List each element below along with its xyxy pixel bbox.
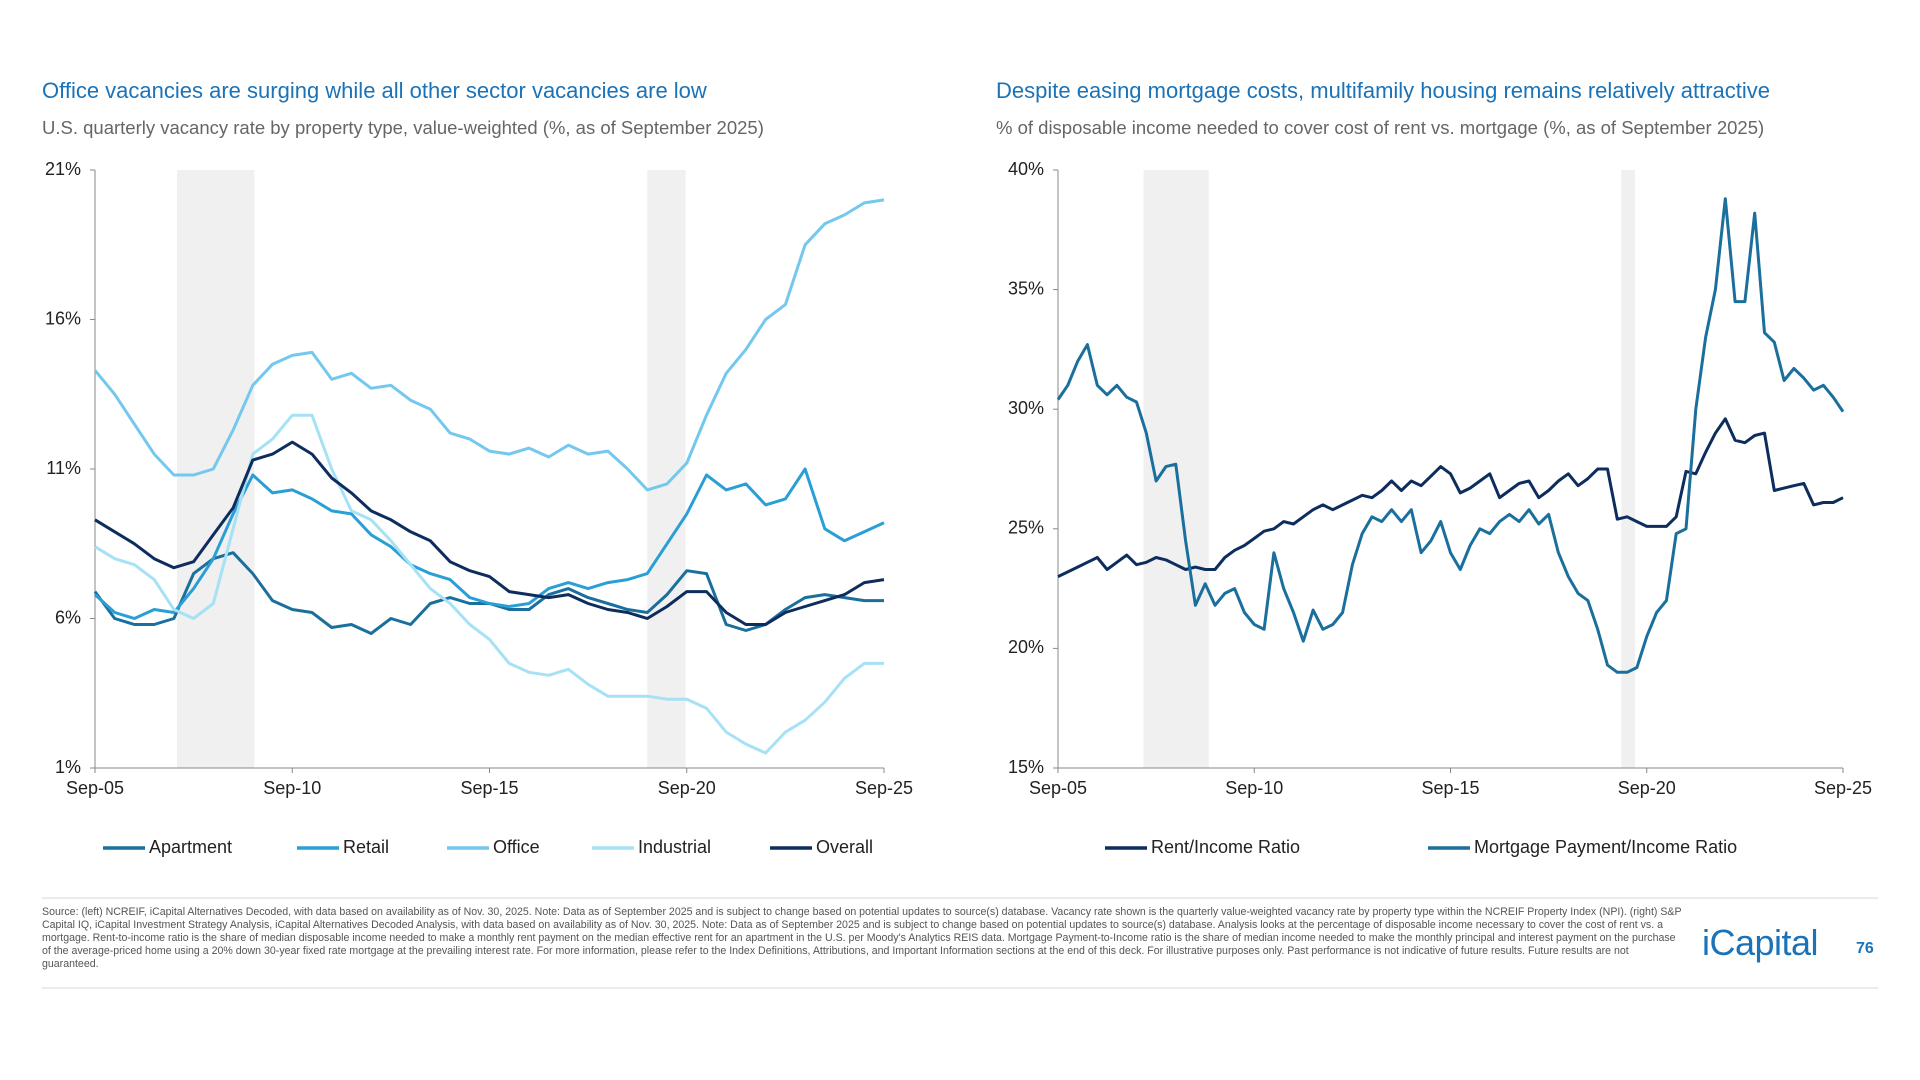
x-tick-label: Sep-05 [1029,778,1087,798]
legend-label: Rent/Income Ratio [1151,837,1300,857]
y-tick-label: 25% [1008,518,1044,538]
series-line [94,440,885,626]
x-tick-label: Sep-20 [658,778,716,798]
x-tick-label: Sep-05 [66,778,124,798]
legend-label: Industrial [638,837,711,857]
x-tick-label: Sep-15 [460,778,518,798]
y-tick-label: 16% [45,308,81,328]
x-tick-label: Sep-20 [1618,778,1676,798]
chart-subtitle: U.S. quarterly vacancy rate by property … [42,117,764,138]
legend-label: Retail [343,837,389,857]
series-line [1056,197,1845,674]
y-tick-label: 11% [46,458,81,478]
y-tick-label: 1% [55,757,81,777]
y-tick-label: 30% [1008,398,1044,418]
legend-label: Mortgage Payment/Income Ratio [1474,837,1737,857]
legend-label: Apartment [149,837,232,857]
y-tick-label: 35% [1008,278,1044,298]
series-line [93,467,885,620]
x-tick-label: Sep-10 [1225,778,1283,798]
x-tick-label: Sep-10 [263,778,321,798]
x-tick-label: Sep-15 [1421,778,1479,798]
legend-label: Office [493,837,540,857]
series-line [94,413,884,755]
y-tick-label: 15% [1008,757,1044,777]
y-tick-label: 6% [55,607,81,627]
x-tick-label: Sep-25 [855,778,913,798]
chart-subtitle: % of disposable income needed to cover c… [996,117,1764,138]
y-tick-label: 21% [45,159,81,179]
footnote: Source: (left) NCREIF, iCapital Alternat… [42,906,1682,970]
shaded-range [1621,170,1635,768]
y-tick-label: 40% [1008,159,1044,179]
x-tick-label: Sep-25 [1814,778,1872,798]
page-number: 76 [1856,940,1874,957]
chart-title: Despite easing mortgage costs, multifami… [996,78,1770,103]
chart-title: Office vacancies are surging while all o… [42,78,707,103]
shaded-range [177,170,255,768]
y-tick-label: 20% [1008,637,1044,657]
logo: iCapital [1702,922,1819,963]
legend-label: Overall [816,837,873,857]
series-line [93,198,885,492]
